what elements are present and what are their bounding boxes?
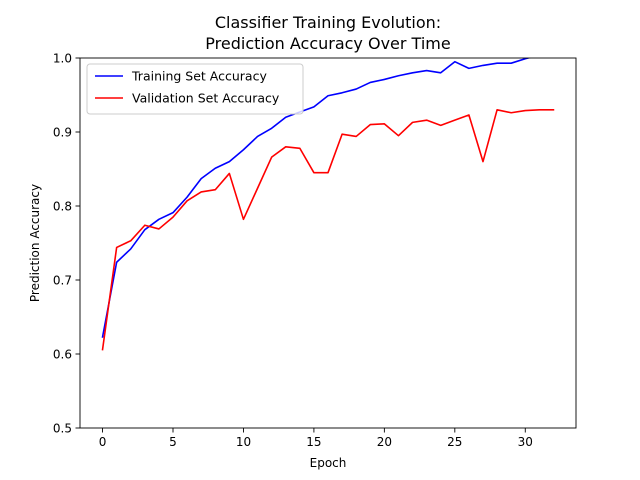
y-tick-label: 0.6 xyxy=(53,347,72,361)
chart-title-line-1: Classifier Training Evolution: xyxy=(215,13,441,32)
series-line-validation-accuracy xyxy=(101,109,555,351)
x-tick-label: 30 xyxy=(518,435,533,449)
y-tick-label: 0.8 xyxy=(53,199,72,213)
legend-label: Training Set Accuracy xyxy=(131,69,267,84)
y-tick-label: 0.9 xyxy=(53,125,72,139)
y-axis-label: Prediction Accuracy xyxy=(28,184,42,302)
x-tick-label: 5 xyxy=(169,435,177,449)
x-tick-label: 25 xyxy=(447,435,462,449)
x-tick-label: 20 xyxy=(377,435,392,449)
x-tick-label: 0 xyxy=(99,435,107,449)
chart-title-line-2: Prediction Accuracy Over Time xyxy=(205,34,450,53)
ticks-layer: 0 5 10 15 20 25 30 0.5 0.6 0.7 0.8 0.9 1.0 xyxy=(53,51,533,449)
plot-layer xyxy=(79,57,577,429)
series-line-training-accuracy xyxy=(101,58,532,338)
y-tick-label: 0.7 xyxy=(53,273,72,287)
legend-label: Validation Set Accuracy xyxy=(132,91,280,106)
legend-box xyxy=(86,63,304,115)
y-tick-label: 0.5 xyxy=(53,421,72,435)
legend: Training Set Accuracy Validation Set Accu… xyxy=(86,63,304,115)
series-lines xyxy=(101,58,555,351)
x-tick-label: 10 xyxy=(236,435,251,449)
x-axis-label: Epoch xyxy=(310,456,347,470)
y-tick-label: 1.0 xyxy=(53,51,72,65)
plot-frame xyxy=(79,57,577,429)
x-tick-label: 15 xyxy=(306,435,321,449)
chart-title: Classifier Training Evolution: Predictio… xyxy=(205,13,450,53)
